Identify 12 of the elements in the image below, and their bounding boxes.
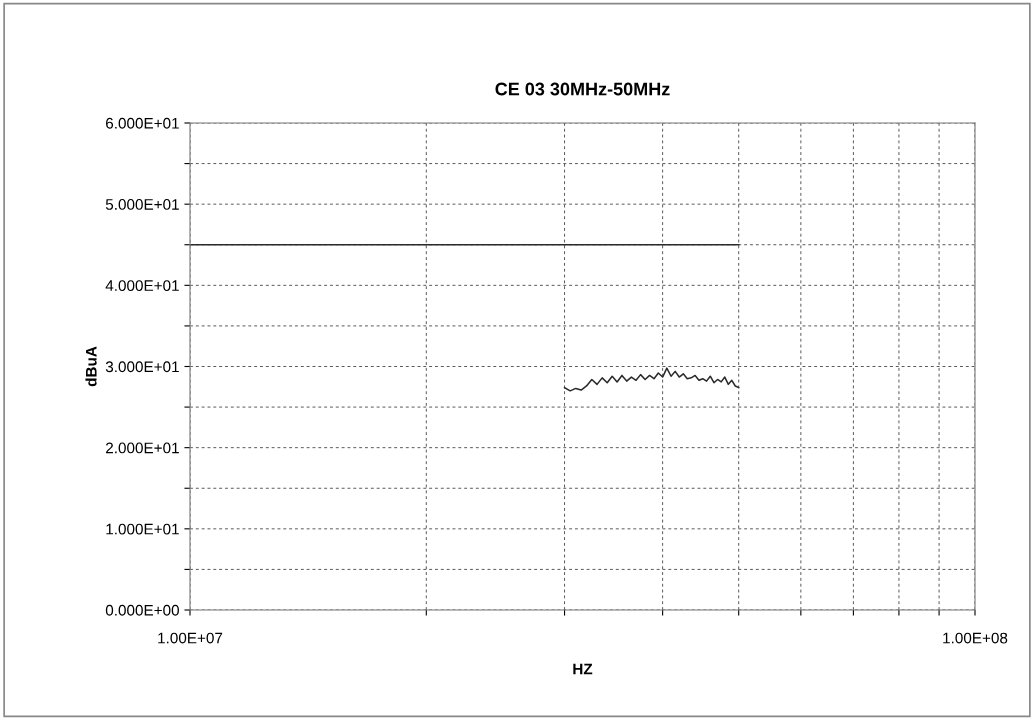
y-tick-label: 1.000E+01 <box>106 523 179 535</box>
x-tick-label: 1.00E+07 <box>158 632 223 644</box>
y-tick-label: 6.000E+01 <box>106 117 179 129</box>
x-axis-title: HZ <box>573 663 593 675</box>
y-tick-label: 5.000E+01 <box>105 199 179 210</box>
y-tick-label: 0.000E+00 <box>105 604 179 616</box>
y-tick-label: 2.000E+01 <box>106 442 179 454</box>
x-tick-label: 1.00E+08 <box>943 632 1008 644</box>
y-axis-title: dBuA <box>85 346 97 387</box>
y-tick-label: 4.000E+01 <box>105 280 179 292</box>
y-tick-label: 3.000E+01 <box>105 361 179 373</box>
chart-title: CE 03 30MHz-50MHz <box>495 82 670 96</box>
